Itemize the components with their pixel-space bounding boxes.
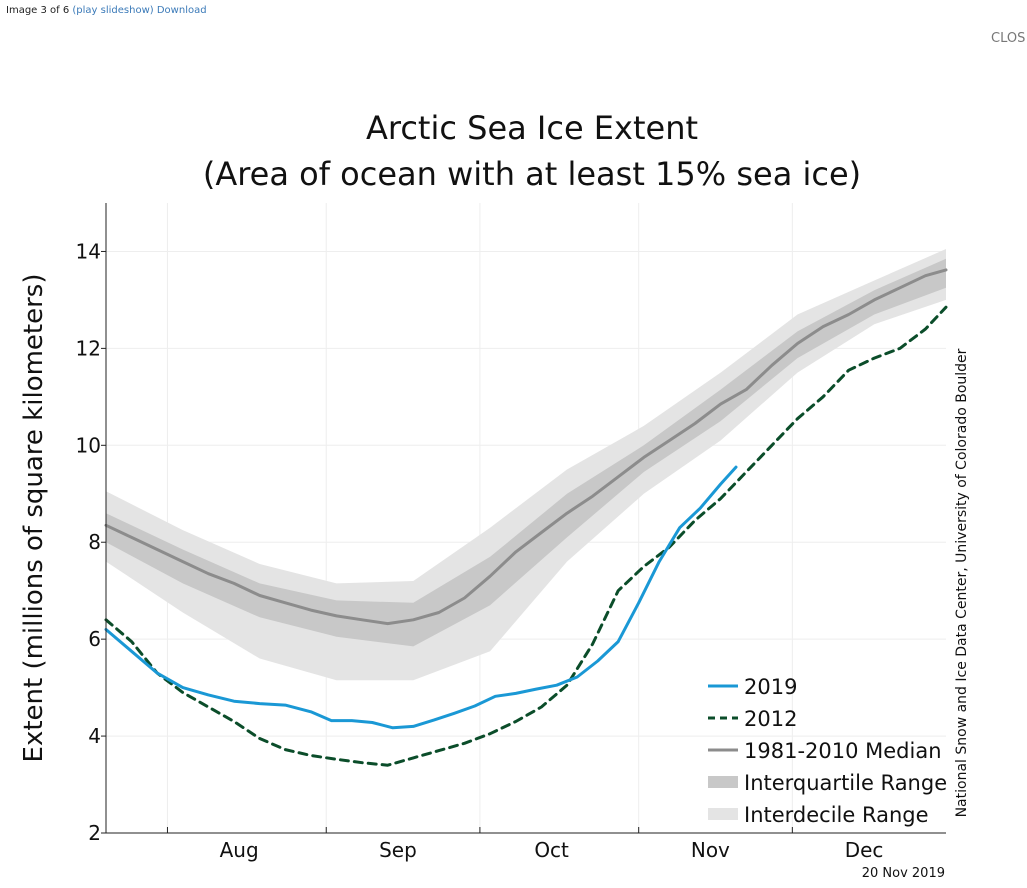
range-bands — [106, 249, 946, 681]
y-tick-label: 14 — [76, 239, 101, 263]
y-tick-label: 8 — [88, 530, 101, 554]
legend: 2019 2012 1981-2010 Median Interquartile Ra… — [708, 675, 947, 827]
legend-swatch-interquartile — [708, 776, 738, 788]
x-tick-label: Nov — [691, 838, 730, 862]
y-tick-label: 12 — [76, 336, 101, 360]
axes: 2 4 6 8 10 12 14 Aug Sep Oct Nov Dec — [76, 203, 946, 862]
chart-subtitle: (Area of ocean with at least 15% sea ice… — [203, 155, 861, 193]
play-slideshow-link[interactable]: (play slideshow) — [72, 5, 154, 16]
legend-label-interdecile: Interdecile Range — [744, 803, 929, 827]
median-line — [104, 268, 948, 626]
y-tick-label: 6 — [88, 627, 101, 651]
y-tick-label: 4 — [88, 724, 101, 748]
download-link[interactable]: Download — [156, 5, 207, 16]
interdecile-band — [106, 249, 946, 681]
date-stamp: 20 Nov 2019 — [862, 866, 945, 881]
series-lines — [104, 268, 948, 767]
legend-swatch-interdecile — [708, 808, 738, 820]
x-tick-label: Aug — [220, 838, 259, 862]
close-button[interactable]: CLOS — [991, 31, 1026, 46]
legend-label-y2019: 2019 — [744, 675, 797, 699]
legend-label-y2012: 2012 — [744, 707, 797, 731]
y2012-line — [104, 305, 948, 767]
chart-title: Arctic Sea Ice Extent — [366, 109, 698, 147]
x-tick-label: Sep — [379, 838, 417, 862]
y-axis-title: Extent (millions of square kilometers) — [19, 274, 49, 763]
credit-label: National Snow and Ice Data Center, Unive… — [954, 348, 970, 817]
interquartile-band — [106, 258, 946, 647]
legend-label-median: 1981-2010 Median — [744, 739, 942, 763]
y2019-line — [104, 465, 738, 730]
slideshow-bar: Image 3 of 6 (play slideshow) Download — [6, 5, 207, 16]
y-tick-label: 2 — [88, 821, 101, 845]
image-counter: Image 3 of 6 — [6, 5, 70, 16]
grid — [106, 203, 946, 834]
x-tick-label: Dec — [845, 838, 884, 862]
legend-label-interquartile: Interquartile Range — [744, 771, 947, 795]
x-tick-label: Oct — [534, 838, 569, 862]
y-tick-label: 10 — [76, 433, 101, 457]
